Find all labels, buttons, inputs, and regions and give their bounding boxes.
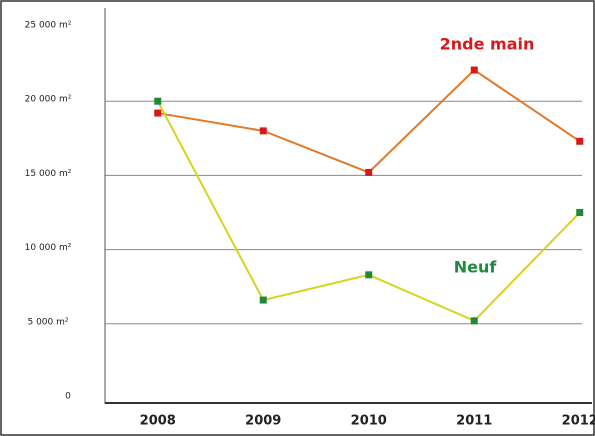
x-tick-label: 2011	[456, 414, 492, 429]
y-tick-label: 15 000 m²	[25, 169, 72, 179]
data-point	[470, 317, 478, 325]
x-tick-label: 2009	[245, 414, 281, 429]
y-tick-label: 20 000 m²	[25, 95, 72, 105]
data-point	[365, 271, 373, 279]
y-tick-label: 10 000 m²	[25, 243, 72, 253]
data-point	[576, 209, 584, 216]
y-tick-label: 25 000 m²	[25, 21, 72, 31]
data-point	[154, 97, 162, 105]
data-point	[259, 127, 267, 135]
x-tick-label: 2010	[351, 414, 387, 429]
data-point	[576, 137, 584, 145]
data-point	[259, 296, 267, 304]
data-point	[154, 109, 162, 117]
series-label: 2nde main	[440, 35, 535, 54]
series-label: Neuf	[454, 258, 498, 277]
data-point	[365, 168, 373, 176]
y-tick-label: 0	[65, 392, 71, 402]
x-tick-label: 2008	[140, 414, 176, 429]
x-tick-label: 2012	[562, 414, 595, 429]
data-point	[470, 66, 478, 74]
y-tick-label: 5 000 m²	[27, 317, 68, 327]
